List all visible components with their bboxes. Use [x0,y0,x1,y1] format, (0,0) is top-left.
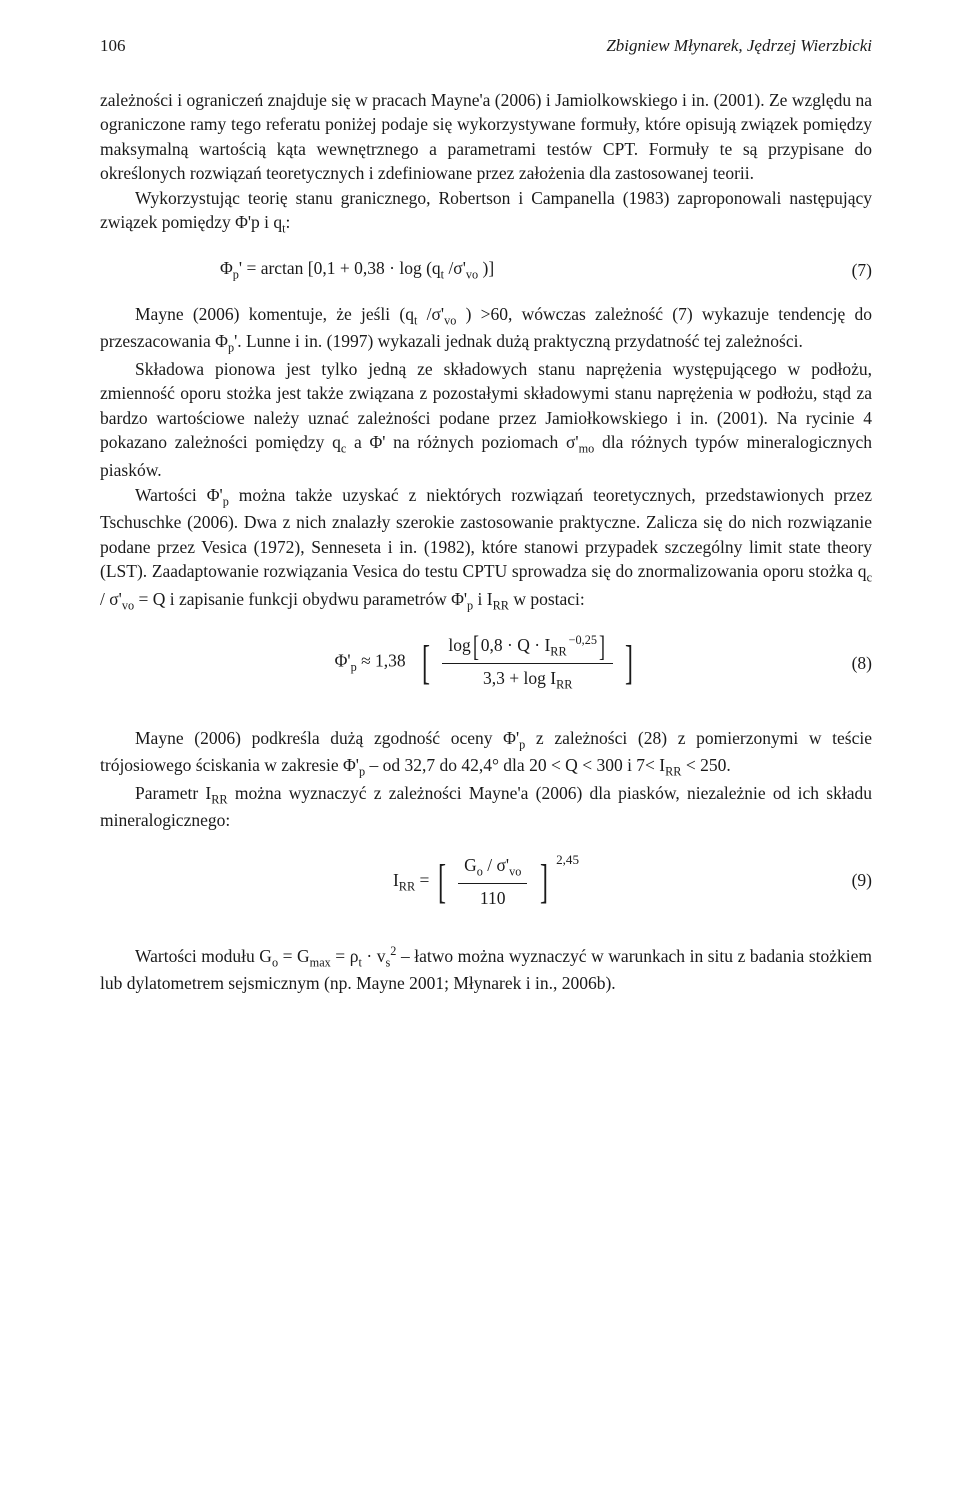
paragraph-7: Parametr IRR można wyznaczyć z zależnośc… [100,781,872,833]
paragraph-4: Składowa pionowa jest tylko jedną ze skł… [100,357,872,483]
equation-9: IRR = [ Go / σ'vo 110 ] 2,45 (9) [100,851,872,911]
header-authors: Zbigniew Młynarek, Jędrzej Wierzbicki [606,34,872,58]
page-number: 106 [100,34,126,58]
paragraph-2: Wykorzystując teorię stanu granicznego, … [100,186,872,238]
equation-7-number: (7) [852,258,872,283]
equation-8-number: (8) [852,651,872,676]
paragraph-6: Mayne (2006) podkreśla dużą zgodność oce… [100,726,872,781]
equation-9-body: IRR = [ Go / σ'vo 110 ] 2,45 [100,851,872,911]
equation-7: Φp' = arctan [0,1 + 0,38 · log (qt /σ'vo… [100,256,872,284]
equation-7-body: Φp' = arctan [0,1 + 0,38 · log (qt /σ'vo… [220,256,494,284]
equation-8: Φ'p ≈ 1,38 [ log[0,8 · Q · IRR−0,25] 3,3… [100,632,872,693]
page-header: 106 Zbigniew Młynarek, Jędrzej Wierzbick… [100,34,872,58]
paragraph-8: Wartości modułu Go = Gmax = ρt · vs2 – ł… [100,943,872,996]
equation-9-number: (9) [852,868,872,893]
paragraph-5: Wartości Φ'p można także uzyskać z niekt… [100,483,872,615]
paragraph-1: zależności i ograniczeń znajduje się w p… [100,88,872,186]
paragraph-3: Mayne (2006) komentuje, że jeśli (qt /σ'… [100,302,872,357]
equation-8-body: Φ'p ≈ 1,38 [ log[0,8 · Q · IRR−0,25] 3,3… [100,632,872,693]
